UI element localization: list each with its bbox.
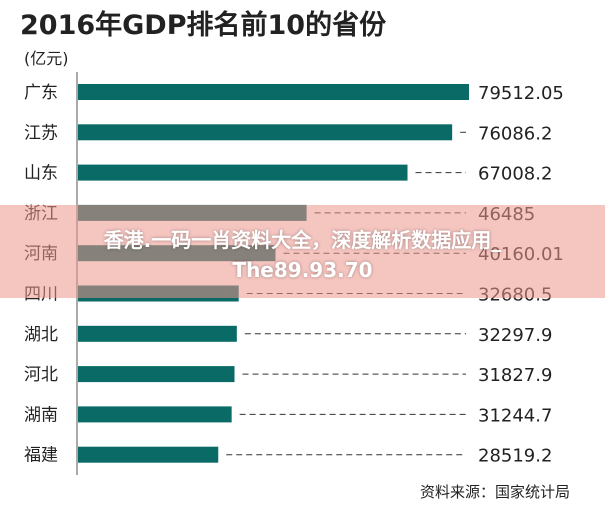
watermark-band: [0, 205, 605, 298]
value-label: 31827.9: [478, 365, 552, 386]
value-label: 32297.9: [478, 325, 552, 346]
chart-title: 2016年GDP排名前10的省份: [20, 9, 386, 41]
bar: [78, 446, 219, 463]
category-label: 广东: [24, 83, 58, 103]
category-label: 福建: [24, 446, 58, 466]
watermark-text-line2: The89.93.70: [232, 258, 373, 282]
value-label: 67008.2: [478, 164, 552, 185]
value-label: 76086.2: [478, 123, 552, 144]
category-label: 湖南: [24, 405, 58, 425]
bar: [78, 366, 235, 383]
source-note: 资料来源：国家统计局: [420, 483, 570, 501]
value-label: 79512.05: [478, 83, 564, 104]
category-label: 山东: [24, 164, 58, 184]
bar: [78, 406, 232, 423]
bar: [78, 164, 408, 181]
bar: [78, 84, 469, 100]
category-label: 河北: [24, 365, 58, 385]
value-label: 31244.7: [478, 405, 552, 426]
value-label: 28519.2: [478, 446, 552, 467]
bar: [78, 325, 237, 342]
watermark-text-line1: 香港.一码一肖资料大全，深度解析数据应用_: [103, 228, 502, 252]
unit-label: (亿元): [24, 49, 69, 68]
category-label: 江苏: [24, 123, 58, 143]
category-label: 湖北: [24, 325, 58, 345]
bar: [78, 124, 453, 141]
